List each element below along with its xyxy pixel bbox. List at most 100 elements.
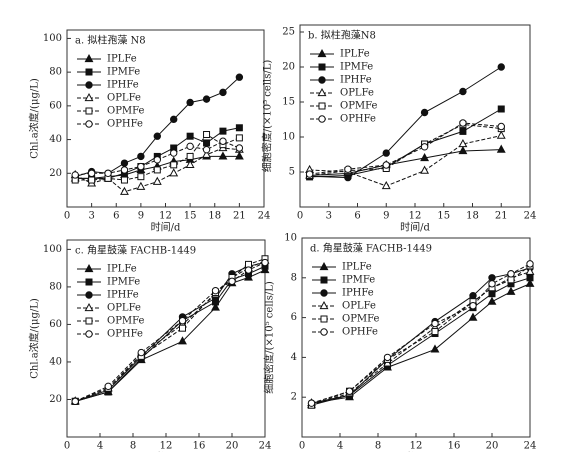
y-tick-label: 40 — [49, 356, 62, 367]
marker — [305, 170, 314, 178]
y-tick-label: 4 — [291, 352, 297, 363]
marker — [152, 176, 162, 185]
x-axis-label: 时间/d — [151, 221, 181, 234]
marker — [203, 139, 211, 147]
marker — [420, 108, 429, 117]
legend-label: IPMFe — [107, 277, 140, 288]
series-line — [75, 133, 240, 181]
marker — [137, 348, 145, 357]
marker — [468, 312, 478, 321]
marker — [307, 399, 316, 407]
legend-label: OPMFe — [342, 314, 380, 325]
marker — [420, 152, 430, 162]
marker — [84, 302, 94, 312]
marker — [488, 290, 496, 298]
marker — [137, 173, 145, 181]
x-tick-label: 8 — [375, 441, 381, 452]
marker — [120, 176, 128, 184]
marker — [228, 277, 236, 285]
marker — [153, 156, 161, 164]
marker — [318, 102, 326, 110]
x-tick-label: 24 — [524, 441, 537, 452]
marker — [344, 173, 352, 182]
plot-frame — [66, 239, 266, 438]
marker — [84, 53, 94, 63]
marker — [84, 263, 94, 273]
marker — [235, 134, 243, 142]
marker — [186, 132, 194, 140]
marker — [459, 127, 467, 135]
marker — [318, 115, 326, 123]
x-tick-label: 6 — [354, 211, 360, 222]
marker — [526, 274, 534, 282]
plot-frame — [66, 29, 265, 208]
marker — [320, 276, 328, 284]
y-tick-label: 40 — [49, 134, 62, 145]
marker — [488, 280, 496, 288]
x-tick-label: 0 — [297, 211, 303, 222]
marker — [507, 276, 515, 284]
marker — [487, 296, 497, 305]
legend-label: IPMFe — [342, 275, 375, 286]
legend-label: OPLFe — [342, 301, 376, 312]
marker — [381, 180, 391, 190]
marker — [431, 319, 439, 328]
x-tick-label: 0 — [64, 211, 70, 222]
marker — [525, 278, 535, 287]
marker — [211, 302, 220, 311]
y-tick-label: 100 — [43, 244, 62, 255]
marker — [318, 63, 326, 71]
marker — [85, 120, 93, 128]
legend-label: OPLFe — [107, 93, 141, 104]
marker — [496, 144, 506, 153]
x-tick-label: 0 — [64, 441, 70, 452]
marker — [497, 122, 505, 131]
x-tick-label: 20 — [486, 441, 499, 452]
legend-label: IPMFe — [107, 67, 140, 78]
marker — [202, 145, 211, 154]
x-axis-label: 时间/d — [400, 221, 430, 234]
marker — [87, 169, 96, 177]
legend-label: OPMFe — [107, 106, 145, 117]
marker — [458, 138, 468, 148]
legend-label: IPLFe — [342, 262, 372, 273]
legend-label: OPMFe — [340, 101, 378, 112]
marker — [420, 143, 429, 151]
marker — [203, 131, 211, 139]
series-line — [309, 108, 502, 178]
x-tick-label: 16 — [448, 441, 461, 452]
marker — [71, 171, 79, 179]
panel-title: b. 拟柱孢藻N8 — [308, 29, 376, 42]
marker — [136, 181, 146, 190]
x-tick-label: 4 — [97, 441, 103, 452]
legend-label: OPHFe — [342, 327, 378, 338]
series-line — [309, 135, 502, 187]
y-tick-label: 5 — [289, 167, 295, 178]
x-tick-label: 12 — [159, 211, 172, 222]
legend-label: OPLFe — [340, 88, 374, 99]
x-tick-label: 24 — [524, 211, 537, 222]
legend-label: OPLFe — [107, 303, 141, 314]
legend-label: IPMFe — [340, 62, 373, 73]
marker — [218, 151, 228, 160]
marker — [345, 387, 354, 395]
legend-label: OPHFe — [107, 329, 143, 340]
marker — [85, 68, 93, 76]
marker — [169, 168, 179, 177]
marker — [137, 162, 145, 171]
marker — [120, 166, 129, 174]
panel-title: c. 角星鼓藻 FACHB-1449 — [75, 244, 196, 257]
marker — [85, 81, 93, 89]
marker — [88, 176, 96, 184]
x-tick-label: 3 — [88, 211, 94, 222]
marker — [234, 151, 244, 160]
marker — [320, 315, 328, 323]
y-tick-label: 60 — [49, 100, 62, 111]
marker — [320, 328, 328, 336]
marker — [170, 149, 178, 157]
marker — [235, 144, 244, 152]
marker — [153, 132, 161, 140]
marker — [459, 119, 467, 127]
y-tick-label: 10 — [282, 132, 295, 143]
